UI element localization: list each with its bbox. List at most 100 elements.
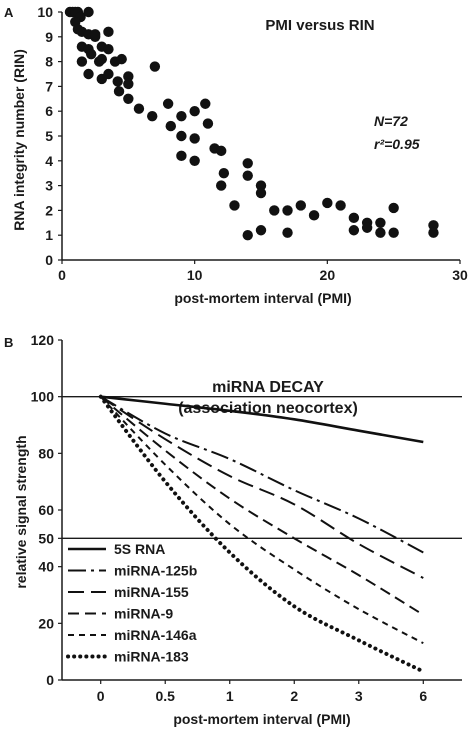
scatter-point bbox=[202, 118, 214, 129]
scatter-point bbox=[165, 120, 176, 132]
scatter-point bbox=[112, 76, 123, 87]
scatter-point bbox=[96, 53, 108, 65]
panel-a-y-tick-label: 6 bbox=[45, 103, 53, 119]
scatter-point bbox=[269, 205, 280, 216]
legend-label: miRNA-183 bbox=[114, 649, 189, 665]
scatter-point bbox=[123, 71, 134, 82]
scatter-point bbox=[113, 86, 125, 97]
scatter-point bbox=[103, 26, 114, 38]
annotation-r2: r²=0.95 bbox=[374, 136, 420, 152]
panel-a-y-tick-label: 2 bbox=[45, 202, 53, 218]
scatter-point bbox=[189, 133, 200, 144]
scatter-point bbox=[361, 222, 373, 233]
panel-b-y-tick-label: 0 bbox=[46, 672, 54, 688]
scatter-point bbox=[149, 61, 161, 72]
scatter-point bbox=[176, 110, 187, 122]
panel-b-legend: 5S RNA miRNA-125b miRNA-155 miRNA-9 miRNA-14… bbox=[66, 541, 197, 665]
panel-b: B miRNA DECAY (association neocortex) po… bbox=[4, 332, 462, 727]
panel-b-x-tick-label: 0 bbox=[97, 688, 105, 704]
scatter-point bbox=[348, 225, 360, 236]
panel-b-y-tick-label: 100 bbox=[31, 389, 55, 405]
scatter-point bbox=[216, 145, 227, 157]
scatter-point bbox=[218, 168, 230, 179]
panel-a-y-tick-label: 3 bbox=[45, 178, 53, 194]
panel-a-label: A bbox=[4, 5, 14, 20]
panel-b-y-tick-label: 50 bbox=[38, 530, 54, 546]
scatter-point bbox=[335, 200, 346, 211]
panel-b-axes: 0 20 40 50 60 80 100 120 0 0.5 1 2 3 6 bbox=[31, 332, 462, 704]
scatter-point bbox=[85, 48, 97, 60]
panel-a-y-tick-label: 8 bbox=[45, 54, 53, 70]
panel-a-y-tick-label: 10 bbox=[37, 4, 53, 20]
panel-a-title: PMI versus RIN bbox=[265, 17, 374, 34]
scatter-point bbox=[242, 170, 253, 181]
panel-a-y-tick-label: 4 bbox=[45, 153, 53, 169]
scatter-point bbox=[295, 200, 306, 211]
scatter-point bbox=[375, 227, 386, 238]
panel-b-lines bbox=[98, 394, 426, 674]
panel-a-x-tick-label: 30 bbox=[452, 267, 468, 283]
panel-a-y-tick-label: 0 bbox=[45, 252, 53, 268]
scatter-point bbox=[123, 78, 134, 90]
panel-a: A PMI versus RIN N=72 r²=0.95 post-morte… bbox=[4, 4, 468, 306]
scatter-point bbox=[103, 44, 114, 55]
scatter-point bbox=[103, 68, 114, 80]
panel-b-x-tick-label: 0.5 bbox=[155, 688, 175, 704]
panel-b-x-axis-label: post-mortem interval (PMI) bbox=[173, 711, 350, 727]
scatter-point bbox=[176, 150, 187, 162]
scatter-point bbox=[242, 158, 253, 169]
scatter-point bbox=[76, 56, 88, 67]
scatter-point bbox=[72, 24, 84, 35]
panel-b-x-tick-label: 1 bbox=[226, 688, 234, 704]
scatter-point bbox=[116, 53, 127, 65]
annotation-n: N=72 bbox=[374, 113, 408, 129]
scatter-point bbox=[162, 98, 174, 109]
scatter-point bbox=[388, 202, 399, 214]
panel-a-y-tick-label: 7 bbox=[45, 78, 53, 94]
scatter-point bbox=[83, 6, 94, 18]
panel-b-x-tick-label: 6 bbox=[419, 688, 427, 704]
panel-b-y-tick-label: 80 bbox=[38, 445, 54, 461]
panel-b-y-tick-label: 60 bbox=[38, 502, 54, 518]
panel-a-points bbox=[64, 6, 439, 241]
legend-label: miRNA-146a bbox=[114, 627, 197, 643]
scatter-point bbox=[89, 29, 101, 40]
panel-a-x-tick-label: 10 bbox=[187, 267, 203, 283]
panel-a-y-axis-label: RNA integrity number (RIN) bbox=[11, 49, 27, 230]
legend-label: 5S RNA bbox=[114, 541, 165, 557]
legend-label: miRNA-125b bbox=[114, 563, 197, 579]
scatter-point bbox=[123, 93, 134, 105]
scatter-point bbox=[348, 212, 360, 224]
scatter-point bbox=[428, 227, 439, 238]
scatter-point bbox=[388, 227, 399, 238]
panel-a-y-tick-label: 9 bbox=[45, 29, 53, 45]
panel-a-x-axis-label: post-mortem interval (PMI) bbox=[174, 290, 351, 306]
scatter-point bbox=[282, 227, 293, 238]
scatter-point bbox=[229, 200, 240, 211]
scatter-point bbox=[147, 110, 158, 122]
panel-b-label: B bbox=[4, 335, 13, 350]
scatter-point bbox=[200, 98, 211, 109]
panel-b-title: miRNA DECAY bbox=[212, 379, 324, 396]
panel-a-x-tick-label: 20 bbox=[320, 267, 336, 283]
legend-label: miRNA-9 bbox=[114, 606, 173, 622]
scatter-point bbox=[322, 197, 333, 209]
panel-b-y-tick-label: 20 bbox=[38, 615, 54, 631]
panel-b-x-tick-label: 2 bbox=[290, 688, 298, 704]
series-line-5s-rna bbox=[100, 395, 424, 444]
series-line-mirna-183 bbox=[98, 394, 426, 674]
scatter-point bbox=[189, 155, 200, 166]
scatter-point bbox=[255, 180, 267, 191]
scatter-point bbox=[242, 230, 253, 241]
panel-b-y-tick-label: 120 bbox=[31, 332, 55, 348]
panel-a-x-tick-label: 0 bbox=[58, 267, 66, 283]
scatter-point bbox=[375, 217, 386, 228]
scatter-point bbox=[282, 205, 293, 216]
panel-b-subtitle: (association neocortex) bbox=[178, 400, 358, 417]
scatter-point bbox=[189, 106, 200, 117]
scatter-point bbox=[216, 180, 227, 191]
series-line-mirna-146a bbox=[99, 395, 424, 645]
series-line-mirna-9 bbox=[100, 395, 424, 616]
scatter-point bbox=[133, 103, 145, 114]
